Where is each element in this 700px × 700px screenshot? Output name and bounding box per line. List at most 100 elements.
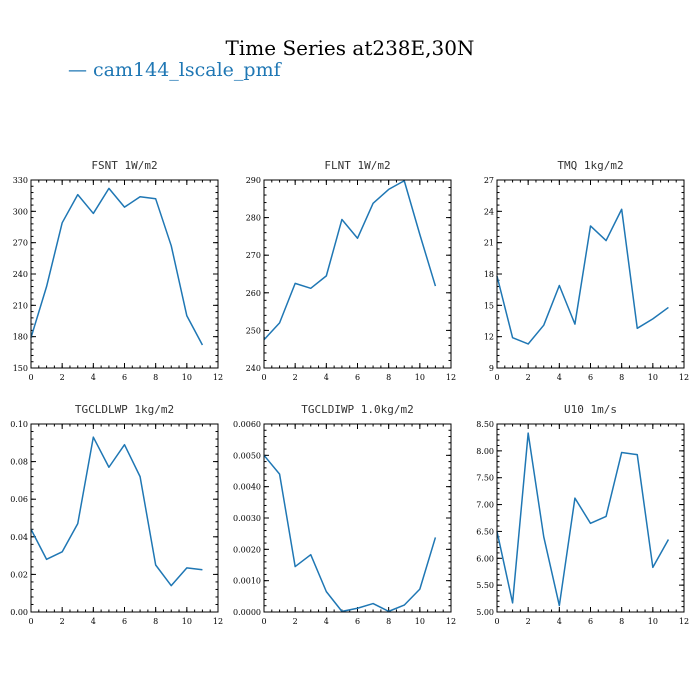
x-tick-label: 6 — [588, 617, 593, 626]
y-tick-label: 8.00 — [476, 447, 494, 456]
x-tick-label: 10 — [648, 617, 658, 626]
x-tick-label: 0 — [261, 617, 266, 626]
chart-panel-1: FSNT 1W/m2 0 2 4 6 8 10 12 150 180 210 240 270 300 330 — [13, 159, 223, 382]
series-line — [496, 208, 669, 345]
y-tick-label: 0.08 — [10, 458, 28, 467]
y-tick-label: 5.00 — [476, 608, 494, 617]
x-tick-label: 10 — [182, 373, 192, 382]
series-line — [496, 432, 670, 607]
figure-title: Time Series at238E,30N — [226, 36, 475, 60]
panel-title: FLNT 1W/m2 — [324, 159, 390, 172]
series-line — [30, 187, 204, 346]
x-tick-label: 0 — [261, 373, 266, 382]
x-tick-label: 10 — [415, 617, 425, 626]
y-tick-label: 8.50 — [476, 420, 494, 429]
panel-title: TGCLDLWP 1kg/m2 — [75, 403, 174, 416]
chart-panel-4: TGCLDLWP 1kg/m2 0 2 4 6 8 10 12 0.00 0.02 0.04 0.06… — [10, 403, 223, 626]
x-tick-label: 10 — [415, 373, 425, 382]
x-tick-label: 4 — [324, 373, 329, 382]
panel-title: U10 1m/s — [564, 403, 617, 416]
x-tick-label: 0 — [28, 373, 33, 382]
x-tick-label: 10 — [648, 373, 658, 382]
x-tick-label: 6 — [588, 373, 593, 382]
y-tick-label: 12 — [484, 333, 494, 342]
y-tick-label: 300 — [13, 207, 28, 216]
panel-title: FSNT 1W/m2 — [91, 159, 157, 172]
y-tick-label: 0.0030 — [233, 514, 261, 523]
y-tick-label: 5.50 — [476, 581, 494, 590]
y-tick-label: 9 — [489, 364, 494, 373]
x-tick-label: 12 — [446, 617, 456, 626]
x-tick-label: 12 — [679, 617, 689, 626]
x-tick-label: 8 — [619, 617, 624, 626]
y-tick-label: 0.0050 — [233, 451, 261, 460]
y-tick-label: 240 — [246, 364, 261, 373]
y-tick-label: 0.10 — [10, 420, 28, 429]
y-tick-label: 21 — [484, 239, 494, 248]
axes-frame — [30, 423, 219, 613]
x-tick-label: 0 — [494, 373, 499, 382]
y-tick-label: 0.0000 — [233, 608, 261, 617]
x-tick-label: 4 — [557, 373, 562, 382]
x-tick-label: 4 — [324, 617, 329, 626]
axes-frame — [263, 423, 452, 613]
series-line — [263, 454, 437, 613]
x-tick-label: 12 — [446, 373, 456, 382]
y-tick-label: 0.0060 — [233, 420, 261, 429]
x-tick-label: 4 — [557, 617, 562, 626]
x-tick-label: 12 — [213, 373, 223, 382]
x-tick-label: 2 — [293, 373, 298, 382]
legend-entry: — cam144_lscale_pmf — [68, 59, 283, 81]
y-tick-label: 260 — [246, 289, 261, 298]
y-tick-label: 24 — [484, 207, 494, 216]
axes-frame — [496, 423, 685, 613]
chart-panels: FSNT 1W/m20 2 4 6 8 10 12150180210240270300330… — [10, 159, 689, 626]
y-tick-label: 180 — [13, 333, 28, 342]
y-tick-label: 18 — [484, 270, 494, 279]
y-tick-label: 150 — [13, 364, 28, 373]
x-tick-label: 8 — [153, 373, 158, 382]
y-tick-label: 7.00 — [476, 501, 494, 510]
x-tick-label: 6 — [355, 373, 360, 382]
y-tick-label: 0.02 — [10, 570, 28, 579]
panel-title: TMQ 1kg/m2 — [557, 159, 623, 172]
x-tick-label: 2 — [526, 617, 531, 626]
y-tick-label: 210 — [13, 301, 28, 310]
y-tick-label: 6.50 — [476, 527, 494, 536]
x-tick-label: 12 — [679, 373, 689, 382]
x-tick-label: 12 — [213, 617, 223, 626]
axes-frame — [263, 179, 452, 369]
x-tick-label: 8 — [619, 373, 624, 382]
y-tick-label: 15 — [484, 301, 494, 310]
x-tick-label: 4 — [91, 617, 96, 626]
x-tick-label: 8 — [153, 617, 158, 626]
y-tick-label: 0.06 — [10, 495, 28, 504]
x-tick-label: 8 — [386, 617, 391, 626]
chart-panel-2: FLNT 1W/m2 0 2 4 6 8 10 12 240 250 260 270 280 290 — [246, 159, 456, 382]
y-tick-label: 7.50 — [476, 474, 494, 483]
x-tick-label: 6 — [355, 617, 360, 626]
y-tick-label: 0.04 — [10, 533, 28, 542]
x-tick-label: 0 — [28, 617, 33, 626]
y-tick-label: 290 — [246, 176, 261, 185]
axes-frame — [30, 179, 219, 369]
axes-frame — [496, 179, 685, 369]
chart-panel-5: TGCLDIWP 1.0kg/m2 0 2 4 6 8 10 12 0.0000 0.0010 0.… — [233, 403, 456, 626]
y-tick-label: 27 — [484, 176, 494, 185]
y-tick-label: 270 — [13, 239, 28, 248]
x-tick-label: 2 — [60, 617, 65, 626]
x-tick-label: 6 — [122, 373, 127, 382]
chart-panel-6: U10 1m/s 0 2 4 6 8 10 12 5.00 5.50 6.00 6.50 7.00 7.5… — [476, 403, 689, 626]
y-tick-label: 330 — [13, 176, 28, 185]
y-tick-label: 240 — [13, 270, 28, 279]
y-tick-label: 270 — [246, 251, 261, 260]
series-line — [30, 436, 203, 587]
x-tick-label: 2 — [293, 617, 298, 626]
x-tick-label: 8 — [386, 373, 391, 382]
x-tick-label: 4 — [91, 373, 96, 382]
series-line — [263, 180, 437, 341]
x-tick-label: 10 — [182, 617, 192, 626]
x-tick-label: 2 — [60, 373, 65, 382]
